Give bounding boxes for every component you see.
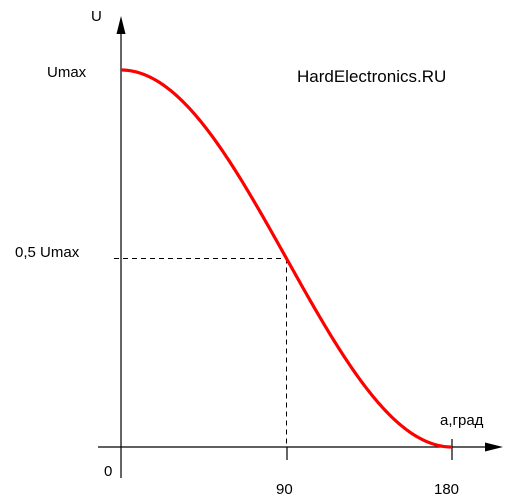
x-tick-label-180: 180 — [434, 481, 459, 498]
x-tick-label-90: 90 — [276, 481, 293, 498]
watermark: HardElectronics.RU — [297, 67, 446, 86]
y-tick-label-half-umax: 0,5 Umax — [15, 244, 80, 261]
origin-label: 0 — [104, 463, 112, 480]
y-axis-label: U — [91, 8, 102, 25]
x-axis-label: a,град — [440, 412, 484, 429]
x-axis-arrow — [485, 442, 503, 452]
series-curve — [120, 68, 453, 449]
y-tick-label-umax: Umax — [47, 64, 87, 81]
y-axis-arrow — [116, 16, 126, 34]
